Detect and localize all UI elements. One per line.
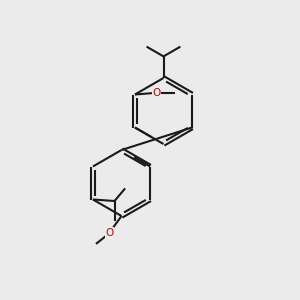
Text: O: O	[152, 88, 160, 98]
Text: O: O	[105, 227, 114, 238]
